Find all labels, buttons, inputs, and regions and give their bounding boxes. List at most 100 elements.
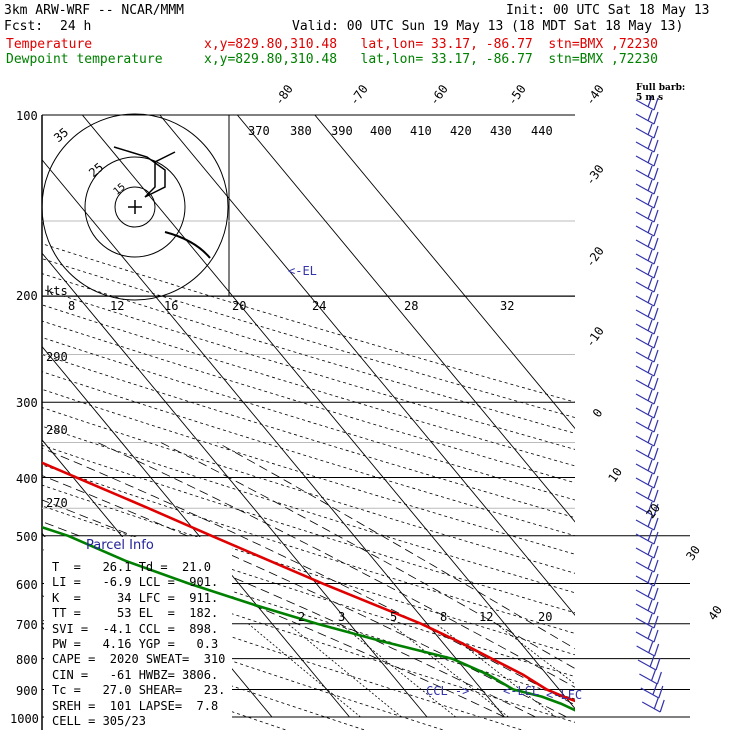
hodo-ring-outer bbox=[41, 113, 229, 301]
wind-barb-flag bbox=[647, 529, 653, 542]
hodo-speed-32: 32 bbox=[500, 299, 515, 313]
moist-adiabat-line bbox=[42, 521, 505, 718]
wind-barb bbox=[635, 337, 655, 349]
wind-barb-flag bbox=[647, 277, 653, 290]
wind-barb-flag bbox=[647, 291, 653, 304]
hodograph-tail bbox=[164, 231, 211, 259]
wind-barb-flag bbox=[654, 643, 660, 657]
theta-label-390: 390 bbox=[331, 124, 353, 138]
wind-barb-flag bbox=[659, 699, 665, 713]
mixing-ratio-12: 12 bbox=[479, 610, 494, 624]
wind-barb bbox=[635, 449, 655, 461]
wind-barb-flag bbox=[655, 657, 661, 671]
mixing-ratio-line bbox=[495, 623, 575, 685]
parcel-row: Tc = 27.0 SHEAR= 23. bbox=[52, 683, 226, 698]
wind-barb bbox=[639, 673, 658, 685]
parcel-row: K = 34 LFC = 911. bbox=[52, 590, 219, 605]
parcel-row: T = 26.1 Td = 21.0 bbox=[52, 560, 211, 574]
parcel-row: CELL = 305/23 bbox=[52, 714, 146, 728]
wind-barb-flag bbox=[647, 235, 653, 248]
parcel-row: CIN = -61 HWBZ= 3806. bbox=[52, 667, 219, 682]
moist-adiabat-line bbox=[42, 475, 567, 718]
parcel-info-box bbox=[44, 537, 232, 730]
wind-barb-flag bbox=[653, 615, 659, 629]
wind-barb-flag bbox=[653, 209, 659, 223]
parcel-row: PW = 4.16 YGP = 0.3 bbox=[52, 637, 219, 651]
temperature-line bbox=[42, 461, 575, 703]
wind-barb-flag bbox=[647, 599, 653, 612]
moist-adiabat-line bbox=[42, 499, 536, 718]
wind-barb-flag bbox=[653, 489, 659, 503]
wind-barb bbox=[635, 631, 655, 643]
wind-barb bbox=[635, 281, 655, 293]
isotherm-line bbox=[42, 252, 428, 718]
wind-barb bbox=[635, 267, 655, 279]
wind-barb-flag bbox=[653, 223, 659, 237]
theta-e-label-290: 290 bbox=[46, 350, 68, 364]
parcel-info-title: Parcel Info bbox=[86, 538, 154, 553]
hodograph-trace bbox=[113, 146, 176, 198]
isotherm-line bbox=[42, 159, 505, 718]
wind-barb bbox=[635, 547, 655, 559]
dry-adiabat-line bbox=[42, 548, 575, 723]
wind-barb-flag bbox=[647, 207, 653, 220]
wind-barb-flag bbox=[647, 179, 653, 192]
mixing-ratio-line bbox=[248, 623, 361, 718]
ccl-annotation: CCL -> bbox=[426, 684, 470, 698]
wind-barb bbox=[635, 533, 655, 545]
wind-barb bbox=[635, 169, 655, 181]
wind-barb-flag bbox=[653, 167, 659, 181]
wind-barb-flag bbox=[653, 251, 659, 265]
wind-barb-flag bbox=[647, 95, 653, 108]
el-annotation: <-EL bbox=[288, 264, 317, 278]
wind-barb-flag bbox=[647, 627, 653, 640]
theta-e-label-270: 270 bbox=[46, 496, 68, 510]
pressure-label-500: 500 bbox=[16, 530, 38, 544]
mixing-ratio-8: 8 bbox=[440, 610, 448, 624]
wind-barb-flag bbox=[653, 559, 659, 573]
wind-barb-flag bbox=[653, 335, 659, 349]
wind-barb-flag bbox=[649, 655, 655, 668]
wind-barb-flag bbox=[647, 557, 653, 570]
parcel-row: SREH = 101 LAPSE= 7.8 bbox=[52, 698, 219, 713]
forecast-label: Fcst: bbox=[4, 19, 44, 34]
wind-barb-flag bbox=[647, 193, 653, 206]
wind-barb-flag bbox=[647, 375, 653, 388]
wind-barb-flag bbox=[658, 685, 664, 699]
dry-adiabat-line bbox=[42, 337, 575, 501]
dry-adiabat-line bbox=[42, 571, 522, 730]
isotherm-line bbox=[159, 115, 575, 616]
wind-barbs bbox=[635, 95, 665, 713]
model-title: 3km ARW-WRF -- NCAR/MMM bbox=[4, 3, 185, 18]
wind-barb-flag bbox=[647, 431, 653, 444]
wind-barb-flag bbox=[647, 445, 653, 458]
wind-barb bbox=[635, 491, 655, 503]
mixing-ratio-5: 5 bbox=[390, 610, 398, 624]
dry-adiabat-line bbox=[42, 243, 575, 403]
barb-legend: Full barb: 5 m s bbox=[636, 83, 686, 103]
wind-barb-flag bbox=[647, 403, 653, 416]
wind-barb-flag bbox=[647, 347, 653, 360]
wind-barb bbox=[637, 659, 657, 671]
dry-adiabat-line bbox=[42, 595, 443, 730]
wind-barb-flag bbox=[653, 545, 659, 559]
skewt-grid bbox=[41, 114, 690, 730]
wind-barb-flag bbox=[647, 151, 653, 164]
wind-barb bbox=[635, 197, 655, 209]
wind-barb bbox=[635, 519, 655, 531]
wind-barb-flag bbox=[653, 265, 659, 279]
wind-barb-flag bbox=[653, 601, 659, 615]
wind-barb-flag bbox=[656, 671, 662, 685]
wind-barb bbox=[635, 421, 655, 433]
theta-label-440: 440 bbox=[531, 124, 553, 138]
wind-barb-flag bbox=[647, 417, 653, 430]
wind-barb bbox=[635, 365, 655, 377]
wind-barb-flag bbox=[653, 391, 659, 405]
wind-barb-flag bbox=[653, 279, 659, 293]
wind-barb-flag bbox=[653, 97, 659, 111]
wind-barb bbox=[641, 701, 661, 713]
mixing-ratio-20: 20 bbox=[538, 610, 553, 624]
wind-barb-flag bbox=[647, 515, 653, 528]
mixing-ratio-2: 2 bbox=[298, 610, 306, 624]
